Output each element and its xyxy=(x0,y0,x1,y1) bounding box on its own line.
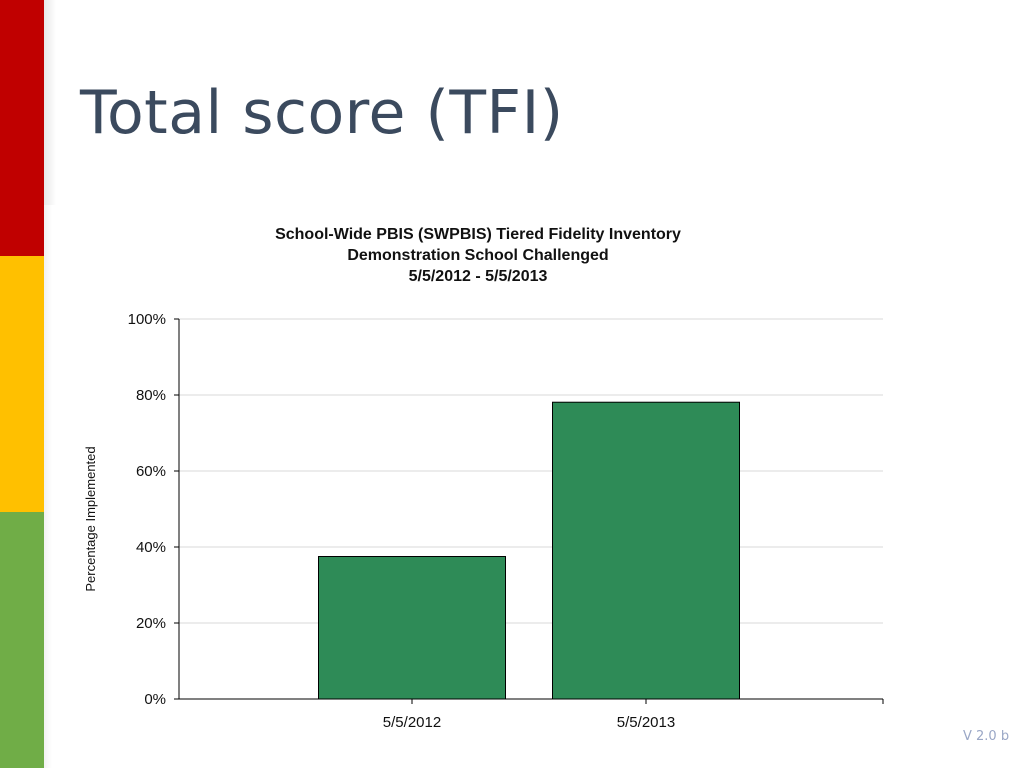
chart-title-line-3: 5/5/2012 - 5/5/2013 xyxy=(409,268,548,285)
y-tick-label: 40% xyxy=(136,539,166,556)
accent-stripe-yellow xyxy=(0,256,44,512)
bar-5-5-2013 xyxy=(552,401,740,700)
stripe-shadow-lower xyxy=(44,205,52,768)
chart-title-line-2: Demonstration School Challenged xyxy=(347,247,608,264)
slide-title: Total score (TFI) xyxy=(80,78,564,148)
y-axis-label: Percentage Implemented xyxy=(83,446,98,591)
bar-chart: School-Wide PBIS (SWPBIS) Tiered Fidelit… xyxy=(83,226,884,731)
x-tick-label: 5/5/2012 xyxy=(383,714,441,731)
stripe-shadow xyxy=(44,0,56,205)
y-tick-label: 100% xyxy=(128,311,166,328)
accent-stripe-green xyxy=(0,512,44,768)
y-tick-label: 60% xyxy=(136,463,166,480)
x-tick-label: 5/5/2013 xyxy=(617,714,675,731)
bar-5-5-2012 xyxy=(318,556,506,700)
chart-title-line-1: School-Wide PBIS (SWPBIS) Tiered Fidelit… xyxy=(275,226,681,243)
y-tick-label: 20% xyxy=(136,615,166,632)
accent-stripe-red xyxy=(0,0,44,256)
version-label: V 2.0 b xyxy=(963,729,1010,744)
y-tick-label: 80% xyxy=(136,387,166,404)
y-tick-label: 0% xyxy=(144,691,166,708)
